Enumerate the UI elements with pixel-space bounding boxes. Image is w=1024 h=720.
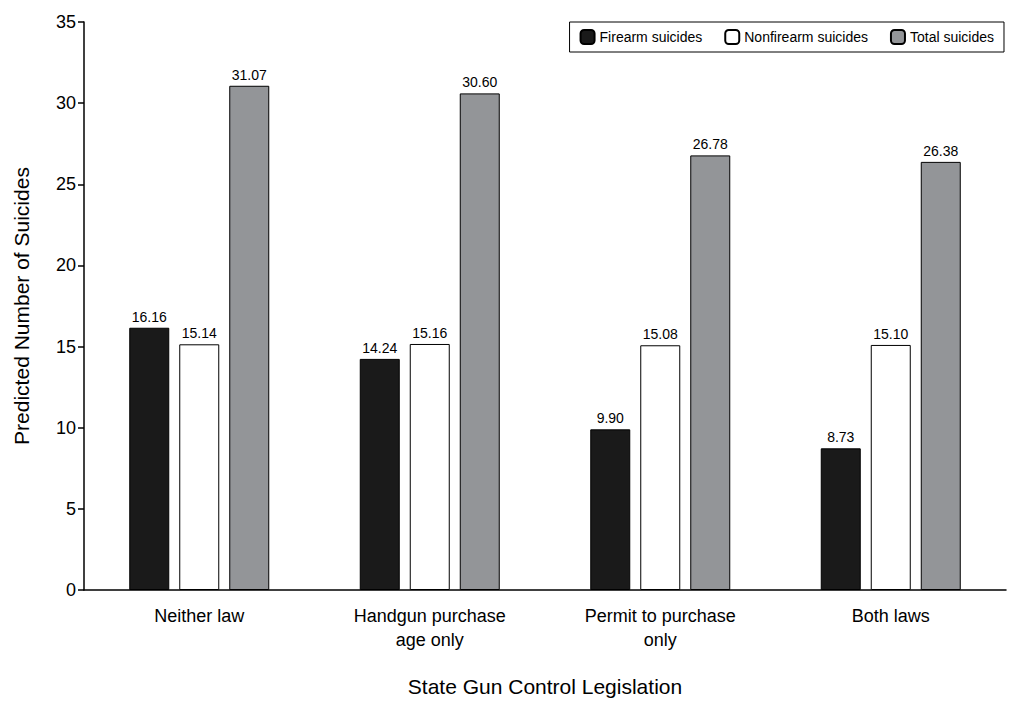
svg-text:State Gun Control Legislation: State Gun Control Legislation <box>408 675 682 698</box>
svg-text:only: only <box>644 630 677 650</box>
svg-text:26.38: 26.38 <box>923 143 958 159</box>
svg-text:Predicted Number of Suicides: Predicted Number of Suicides <box>10 167 33 445</box>
svg-text:9.90: 9.90 <box>597 410 624 426</box>
svg-text:15: 15 <box>56 337 76 357</box>
svg-text:8.73: 8.73 <box>827 429 854 445</box>
svg-text:10: 10 <box>56 418 76 438</box>
svg-text:Firearm suicides: Firearm suicides <box>600 29 703 45</box>
svg-text:15.16: 15.16 <box>412 325 447 341</box>
svg-text:5: 5 <box>66 499 76 519</box>
svg-text:35: 35 <box>56 12 76 32</box>
svg-text:30.60: 30.60 <box>462 74 497 90</box>
svg-text:15.10: 15.10 <box>873 326 908 342</box>
svg-text:Handgun purchase: Handgun purchase <box>354 606 506 626</box>
svg-text:age only: age only <box>396 630 464 650</box>
svg-text:31.07: 31.07 <box>232 67 267 83</box>
svg-text:20: 20 <box>56 255 76 275</box>
svg-text:Total suicides: Total suicides <box>910 29 994 45</box>
svg-text:16.16: 16.16 <box>132 309 167 325</box>
svg-text:Nonfirearm suicides: Nonfirearm suicides <box>744 29 868 45</box>
svg-text:15.08: 15.08 <box>643 326 678 342</box>
svg-text:Both laws: Both laws <box>852 606 930 626</box>
svg-text:Permit to purchase: Permit to purchase <box>585 606 736 626</box>
svg-text:15.14: 15.14 <box>182 325 217 341</box>
svg-text:25: 25 <box>56 174 76 194</box>
svg-text:0: 0 <box>66 580 76 600</box>
svg-text:14.24: 14.24 <box>362 340 397 356</box>
svg-text:30: 30 <box>56 93 76 113</box>
svg-text:26.78: 26.78 <box>693 136 728 152</box>
svg-text:Neither law: Neither law <box>154 606 245 626</box>
